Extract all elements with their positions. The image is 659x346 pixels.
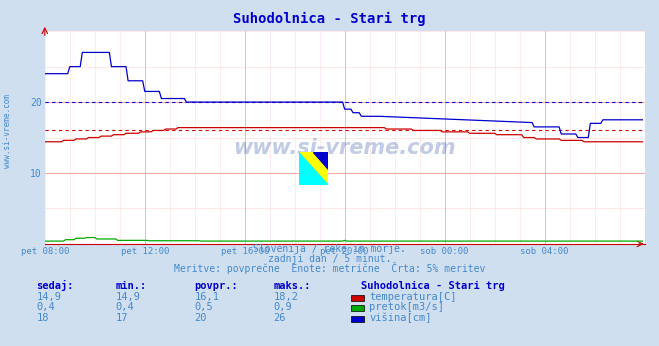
Text: temperatura[C]: temperatura[C] <box>369 292 457 302</box>
Text: 0,5: 0,5 <box>194 302 213 312</box>
Text: povpr.:: povpr.: <box>194 281 238 291</box>
Text: Suhodolnica - Stari trg: Suhodolnica - Stari trg <box>233 12 426 26</box>
Text: višina[cm]: višina[cm] <box>369 312 432 323</box>
Polygon shape <box>314 152 328 169</box>
Text: www.si-vreme.com: www.si-vreme.com <box>233 138 456 158</box>
Text: 0,4: 0,4 <box>115 302 134 312</box>
Text: 17: 17 <box>115 313 128 323</box>
Text: Meritve: povprečne  Enote: metrične  Črta: 5% meritev: Meritve: povprečne Enote: metrične Črta:… <box>174 262 485 274</box>
Polygon shape <box>299 152 328 185</box>
Text: 0,9: 0,9 <box>273 302 292 312</box>
Text: maks.:: maks.: <box>273 281 311 291</box>
Text: zadnji dan / 5 minut.: zadnji dan / 5 minut. <box>268 254 391 264</box>
Text: 18: 18 <box>36 313 49 323</box>
Text: 0,4: 0,4 <box>36 302 55 312</box>
Text: 18,2: 18,2 <box>273 292 299 302</box>
Text: 14,9: 14,9 <box>36 292 61 302</box>
Text: pretok[m3/s]: pretok[m3/s] <box>369 302 444 312</box>
Text: www.si-vreme.com: www.si-vreme.com <box>3 94 13 169</box>
Text: 20: 20 <box>194 313 207 323</box>
Text: 16,1: 16,1 <box>194 292 219 302</box>
Text: Slovenija / reke in morje.: Slovenija / reke in morje. <box>253 244 406 254</box>
Text: min.:: min.: <box>115 281 146 291</box>
Text: 26: 26 <box>273 313 286 323</box>
Text: 14,9: 14,9 <box>115 292 140 302</box>
Text: Suhodolnica - Stari trg: Suhodolnica - Stari trg <box>361 281 505 291</box>
Text: sedaj:: sedaj: <box>36 280 74 291</box>
